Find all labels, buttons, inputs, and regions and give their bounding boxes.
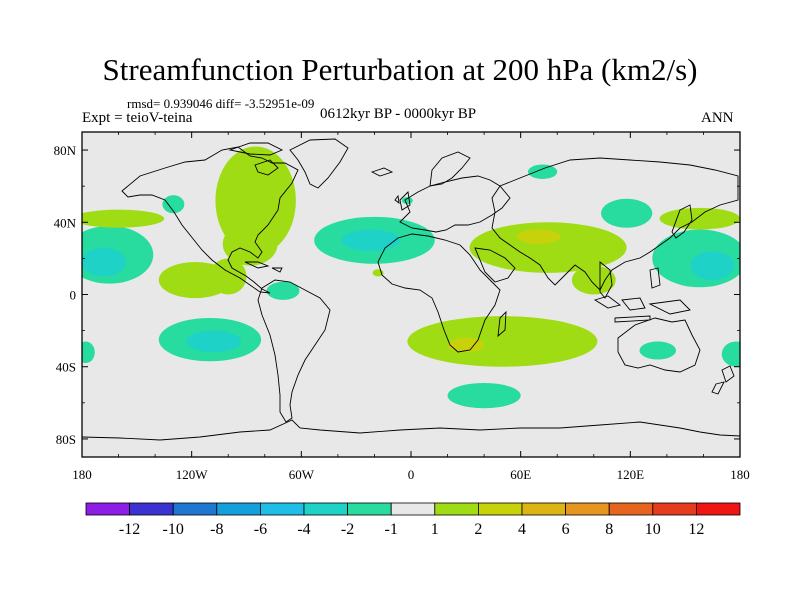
coastline-asia	[491, 157, 739, 291]
colorbar-label: 6	[562, 521, 570, 538]
season-label: ANN	[701, 110, 734, 126]
colorbar-swatch	[652, 502, 697, 516]
colorbar-swatch	[216, 502, 261, 516]
colorbar-label: -1	[385, 521, 398, 538]
coastline-arctic-islands	[228, 142, 284, 176]
lon-tick-label: 60W	[289, 467, 315, 482]
anomaly-gulf-extension	[222, 222, 278, 266]
anomaly-pacific-e-core	[690, 251, 735, 281]
anomaly-layer	[82, 146, 740, 409]
anomaly-pacific-w-core	[82, 247, 126, 277]
coastline-antarctica	[82, 419, 740, 441]
anomaly-se-pacific-edge	[721, 341, 740, 367]
coastline-iceland	[370, 167, 394, 177]
experiment-label: Expt = teioV-teina	[82, 110, 193, 126]
colorbar-label: 2	[474, 521, 482, 538]
anomaly-s-indian-ridge	[407, 316, 598, 367]
coastline-africa	[377, 233, 501, 353]
colorbar-label: 1	[431, 521, 439, 538]
coastline-south-america	[257, 279, 331, 423]
colorbar-label: 4	[518, 521, 526, 538]
coastline-madagascar	[497, 310, 507, 338]
anomaly-pacific-e-ridge	[659, 207, 740, 230]
anomaly-s-atlantic-low	[447, 382, 521, 409]
colorbar-label: 8	[605, 521, 613, 538]
colorbar-swatch	[129, 502, 174, 516]
coastline-arabia	[474, 247, 516, 283]
coastline-new-zealand	[711, 365, 735, 395]
anomaly-n-pacific-ridge	[158, 262, 232, 299]
lat-tick-label: 80S	[56, 432, 76, 447]
anomaly-pacific-w-ridge	[82, 209, 165, 228]
anomaly-asia-ridge-core	[517, 229, 561, 244]
lon-tick-label: 120E	[617, 467, 645, 482]
coastline-layer	[82, 138, 740, 441]
anomaly-se-asia-tail	[571, 265, 616, 295]
coastline-europe	[399, 175, 511, 233]
colorbar-swatch	[696, 502, 741, 516]
coastline-australia	[617, 317, 701, 373]
lat-tick-label: 40N	[54, 215, 77, 230]
colorbar-label: 12	[688, 521, 704, 538]
coastline-greenland	[289, 138, 349, 189]
anomaly-arctic-island	[401, 197, 413, 205]
colorbar-label: -6	[254, 521, 267, 538]
lon-tick-label: 60E	[510, 467, 531, 482]
coastline-british-isles	[394, 191, 411, 211]
anomaly-ne-asia-low	[601, 198, 653, 228]
colorbar-label: -2	[341, 521, 354, 538]
map-title: Streamfunction Perturbation at 200 hPa (…	[102, 52, 698, 87]
colorbar-swatch	[521, 502, 566, 516]
anomaly-sw-pacific-edge	[82, 341, 95, 364]
lon-tick-label: 180	[72, 467, 92, 482]
anomaly-gulf-alaska-low	[162, 195, 185, 214]
lon-tick-label: 180	[730, 467, 750, 482]
coastline-philippines	[649, 267, 661, 289]
colorbar-label: -12	[119, 521, 140, 538]
colorbar: -12 -10 -8 -6 -4 -2 -1 1 2 4 6 8 10 12	[85, 502, 741, 538]
colorbar-swatch	[565, 502, 610, 516]
anomaly-s-pacific-core	[186, 330, 242, 353]
lat-tick-label: 80N	[54, 143, 77, 158]
colorbar-label: -8	[210, 521, 223, 538]
coastline-indonesia	[593, 295, 691, 323]
colorbar-swatch	[390, 502, 436, 516]
anomaly-s-indian-core	[447, 337, 485, 353]
lon-tick-label: 120W	[176, 467, 209, 482]
coastline-north-america	[121, 146, 299, 294]
period-label: 0612kyr BP - 0000kyr BP	[320, 106, 477, 122]
coastline-indochina	[599, 261, 613, 299]
coastline-caribbean	[244, 261, 283, 273]
colorbar-swatch	[608, 502, 654, 516]
colorbar-swatch	[434, 502, 479, 516]
lon-tick-label: 0	[408, 467, 415, 482]
axis-layer: 180 120W 60W 0 60E 120E 180 80N 40N 0 40S 80S	[54, 132, 750, 482]
colorbar-swatch	[303, 502, 348, 516]
colorbar-label: 10	[645, 521, 661, 538]
colorbar-label: -10	[163, 521, 184, 538]
colorbar-swatch	[172, 502, 218, 516]
colorbar-swatch	[477, 502, 523, 516]
anomaly-atlantic-core	[341, 229, 401, 252]
anomaly-asia-ridge	[469, 222, 627, 273]
anomaly-australia-low	[639, 341, 677, 360]
lat-tick-label: 0	[70, 288, 77, 303]
coastline-scandinavia	[429, 151, 471, 187]
colorbar-swatch	[347, 502, 392, 516]
colorbar-swatch	[85, 502, 130, 516]
colorbar-label: -4	[297, 521, 310, 538]
lat-tick-label: 40S	[56, 360, 76, 375]
rmsd-stats: rmsd= 0.939046 diff= -3.52951e-09	[127, 96, 315, 111]
coastline-japan	[671, 204, 693, 239]
anomaly-peru-low	[266, 281, 300, 300]
colorbar-swatch	[259, 502, 305, 516]
anomaly-siberia-low	[527, 164, 558, 179]
